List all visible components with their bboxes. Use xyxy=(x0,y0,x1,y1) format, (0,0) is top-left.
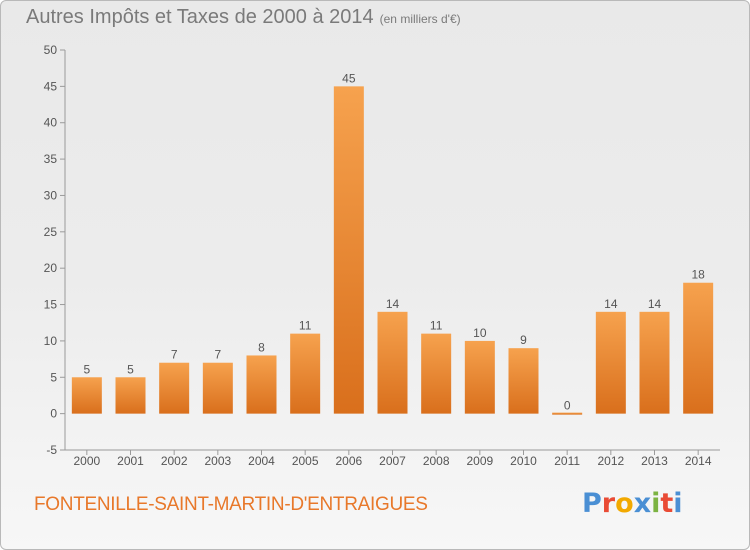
data-label-2001: 5 xyxy=(127,362,134,376)
data-label-2000: 5 xyxy=(83,362,90,376)
bar-2009 xyxy=(464,340,495,414)
data-label-2009: 10 xyxy=(473,326,487,340)
data-label-2005: 11 xyxy=(299,319,312,333)
bar-2004 xyxy=(246,355,277,414)
y-tick-label: 0 xyxy=(50,407,57,421)
data-label-2007: 14 xyxy=(386,297,400,311)
bar-2005 xyxy=(290,333,321,414)
x-tick-label: 2010 xyxy=(510,454,537,468)
bar-2000 xyxy=(71,377,102,414)
data-label-2008: 11 xyxy=(430,319,443,333)
title-text: Autres Impôts et Taxes de 2000 à 2014 xyxy=(26,6,374,28)
data-label-2004: 8 xyxy=(258,340,265,354)
x-tick-label: 2003 xyxy=(204,454,231,468)
bar-2001 xyxy=(115,377,146,414)
logo-letter: P xyxy=(582,488,602,519)
data-label-2003: 7 xyxy=(214,348,221,362)
bar-2008 xyxy=(421,333,452,414)
y-tick-label: -5 xyxy=(46,443,57,457)
data-label-2002: 7 xyxy=(171,348,178,362)
x-tick-label: 2008 xyxy=(423,454,450,468)
bar-2003 xyxy=(202,362,233,414)
y-tick-label: 20 xyxy=(44,261,58,275)
x-tick-label: 2011 xyxy=(554,454,580,468)
x-tick-label: 2004 xyxy=(248,454,275,468)
proxiti-logo: Proxiti xyxy=(582,488,683,519)
logo-letter: o xyxy=(615,488,634,519)
data-label-2006: 45 xyxy=(342,71,356,85)
y-tick-label: 15 xyxy=(44,298,58,312)
x-tick-label: 2013 xyxy=(641,454,668,468)
y-tick-label: 50 xyxy=(44,43,58,57)
unit-note: (en milliers d'€) xyxy=(379,12,461,26)
logo-letter: t xyxy=(660,488,674,519)
y-tick-label: 40 xyxy=(44,116,58,130)
chart-title: Autres Impôts et Taxes de 2000 à 2014 (en… xyxy=(26,6,461,29)
bar-2014 xyxy=(683,282,714,414)
y-tick-label: 10 xyxy=(44,334,58,348)
bar-2007 xyxy=(377,311,408,414)
bar-2013 xyxy=(639,311,670,414)
y-tick-label: 5 xyxy=(50,370,57,384)
y-tick-label: 25 xyxy=(44,225,58,239)
data-label-2011: 0 xyxy=(564,399,571,413)
y-tick-label: 30 xyxy=(44,188,58,202)
x-tick-label: 2007 xyxy=(379,454,406,468)
x-tick-label: 2002 xyxy=(161,454,188,468)
bar-2006 xyxy=(333,86,364,414)
x-tick-label: 2000 xyxy=(73,454,100,468)
data-label-2012: 14 xyxy=(604,297,618,311)
x-tick-label: 2009 xyxy=(466,454,493,468)
logo-letter: i xyxy=(651,488,661,519)
logo-letter: x xyxy=(633,488,652,519)
logo-letter: i xyxy=(673,488,683,519)
data-label-2014: 18 xyxy=(691,268,705,282)
bar-2011 xyxy=(552,412,583,415)
data-label-2013: 14 xyxy=(648,297,662,311)
data-label-2010: 9 xyxy=(520,333,527,347)
x-tick-label: 2014 xyxy=(685,454,712,468)
x-tick-label: 2001 xyxy=(117,454,144,468)
commune-name: FONTENILLE-SAINT-MARTIN-D'ENTRAIGUES xyxy=(34,494,428,515)
x-tick-label: 2005 xyxy=(292,454,319,468)
y-tick-label: 35 xyxy=(44,152,58,166)
bar-2010 xyxy=(508,348,539,414)
bar-2002 xyxy=(159,362,190,414)
y-tick-label: 45 xyxy=(44,79,58,93)
bar-2012 xyxy=(595,311,626,414)
logo-letter: r xyxy=(601,488,616,519)
x-tick-label: 2006 xyxy=(335,454,362,468)
x-tick-label: 2012 xyxy=(597,454,624,468)
